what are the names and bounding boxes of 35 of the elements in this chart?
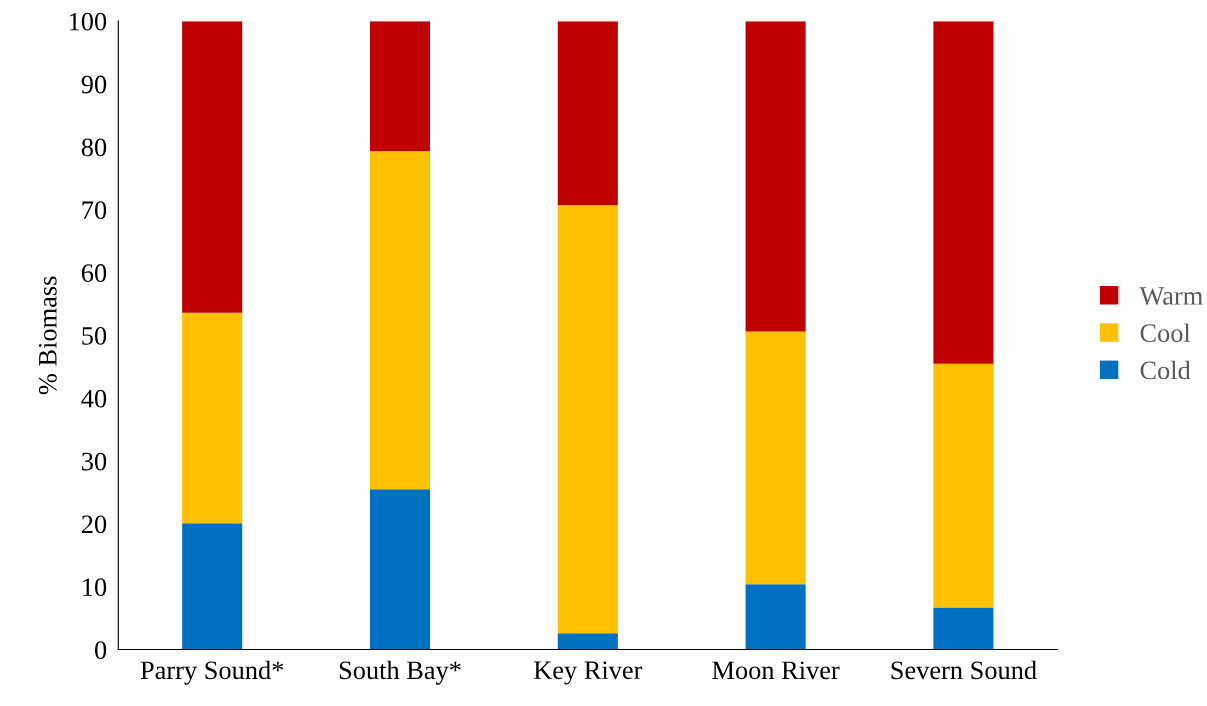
y-tick-label: 0 [94, 641, 107, 659]
bar [557, 633, 618, 650]
y-tick-label: 80 [81, 138, 107, 157]
bar [933, 363, 994, 608]
x-tick-label: South Bay* [339, 660, 461, 685]
legend-label: Warm [1139, 287, 1203, 305]
x-tick-label: Severn Sound [891, 660, 1037, 680]
bar [745, 584, 806, 650]
x-tick-label: Moon River [712, 661, 840, 680]
bar [369, 151, 431, 490]
bar [182, 312, 243, 524]
y-tick-label: 30 [82, 452, 107, 471]
bar [557, 205, 618, 634]
y-tick-label: 40 [81, 389, 107, 408]
bar [369, 489, 431, 650]
y-tick-label: 60 [81, 264, 107, 282]
x-tick-label: Parry Sound* [140, 660, 284, 685]
y-tick-label: 90 [81, 75, 107, 94]
y-tick-label: 20 [81, 515, 107, 534]
bar [557, 21, 618, 206]
bar [182, 523, 243, 650]
y-tick-label: 100 [69, 12, 107, 31]
bar [369, 21, 431, 152]
x-tick-label: Key River [533, 661, 643, 685]
y-tick-label: 70 [82, 201, 107, 220]
y-tick-label: 50 [82, 326, 107, 345]
y-tick-label: 10 [83, 578, 107, 597]
legend-label: Cold [1140, 360, 1191, 380]
y-axis-title: % Biomass [38, 276, 57, 395]
bar [745, 21, 806, 332]
bar [745, 331, 806, 585]
bar [182, 21, 243, 313]
legend-label: Cool [1140, 323, 1191, 343]
bar [933, 607, 994, 650]
bar [933, 21, 994, 364]
